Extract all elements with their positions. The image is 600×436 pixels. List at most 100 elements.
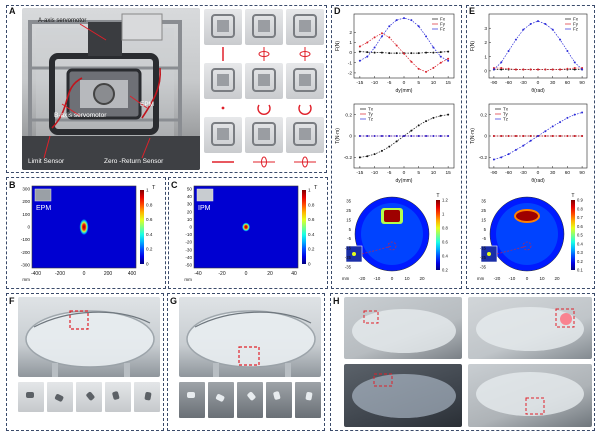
colorbar-tick-label: 0.6 xyxy=(308,217,315,222)
data-point-Fy xyxy=(573,67,576,70)
motion-photo xyxy=(286,63,324,99)
data-point-Tz xyxy=(432,135,435,137)
data-point-Ty xyxy=(529,135,532,137)
colorbar-tick-label: 0.7 xyxy=(577,215,583,220)
data-point-Fz xyxy=(492,68,495,71)
line-chart-e-torque: -90 -60 -30 0 30 60 90 -0.2 0 0.2 θ(rad) T(N·m) TxTy… xyxy=(470,103,588,184)
y-tick-label: 35 xyxy=(346,199,351,204)
inset-region-marker xyxy=(522,241,532,251)
colorbar-tick-label: 0.6 xyxy=(577,224,583,229)
y-tick-label: -1 xyxy=(348,60,353,66)
capsule-frame xyxy=(295,382,321,418)
capsule-frame xyxy=(208,382,234,418)
data-point-Fz xyxy=(581,68,584,71)
field-hotspot xyxy=(516,211,538,221)
legend-label-Tx: Tx xyxy=(503,107,509,112)
data-point-Tx xyxy=(447,113,450,116)
y-tick-label: -200 xyxy=(21,250,31,255)
colorbar xyxy=(436,200,440,270)
x-tick-label: 20 xyxy=(554,276,560,281)
x-tick-label: 5 xyxy=(417,80,420,86)
x-tick-label: 10 xyxy=(539,276,545,281)
y-tick-label: -50 xyxy=(185,263,192,268)
inset-pointer xyxy=(361,245,393,255)
panel-h-frame xyxy=(330,293,595,431)
colorbar-tick-label: 0.5 xyxy=(577,233,583,238)
axis-unit-label: mm xyxy=(342,276,350,281)
x-tick-label: -10 xyxy=(374,276,381,281)
data-point-Ty xyxy=(500,135,503,137)
motion-direction-icon xyxy=(212,161,234,163)
x-tick-label: 0 xyxy=(403,170,406,176)
limit-sensor-label: Limit Sensor xyxy=(28,158,65,165)
x-tick-label: 60 xyxy=(565,80,571,86)
y-tick-label: 15 xyxy=(481,217,486,222)
axis-unit-label: mm xyxy=(22,277,30,282)
y-tick-label: 0 xyxy=(349,134,352,140)
data-point-Tz xyxy=(395,135,398,137)
field-hotspot xyxy=(242,222,250,232)
x-axis-label: θ(rad) xyxy=(531,178,545,184)
y-tick-label: -10 xyxy=(185,232,192,237)
x-tick-label: -90 xyxy=(490,170,497,176)
data-point-Ty xyxy=(551,135,554,137)
data-point-Fy xyxy=(380,32,383,35)
data-point-Tz xyxy=(581,111,584,114)
axis-unit-label: mm xyxy=(477,276,485,281)
capsule-frame xyxy=(47,382,73,412)
data-point-Ty xyxy=(581,135,584,137)
data-point-Tz xyxy=(425,135,428,137)
y-tick-label: 20 xyxy=(187,209,193,214)
data-point-Fz xyxy=(425,35,428,38)
x-tick-label: 0 xyxy=(391,276,394,281)
x-tick-label: 0 xyxy=(526,276,529,281)
motion-grid xyxy=(204,9,325,169)
x-tick-label: 20 xyxy=(267,271,273,277)
y-tick-label: -5 xyxy=(347,236,351,241)
data-point-Fy xyxy=(537,68,539,71)
circle-heatmap-e: -20 -10 0 10 20 -35 -25 -15 -5 5 15 25 35 mm 0.1 0.2 0.3… xyxy=(477,193,583,281)
data-point-Ty xyxy=(544,135,547,137)
data-point-Fz xyxy=(358,59,361,62)
y-tick-label: -0.2 xyxy=(479,155,488,161)
y-tick-label: -35 xyxy=(345,265,352,270)
data-point-Tz xyxy=(566,116,569,119)
y-tick-label: 2 xyxy=(484,40,487,46)
x-tick-label: -20 xyxy=(359,276,366,281)
motion-direction-icon xyxy=(257,104,271,115)
data-point-Tx xyxy=(425,120,428,123)
data-point-Fz xyxy=(551,28,554,31)
y-tick-label: 35 xyxy=(481,199,486,204)
data-point-Ty xyxy=(573,135,576,137)
data-point-Ty xyxy=(514,135,517,137)
data-point-Ty xyxy=(492,135,495,137)
data-point-Fy xyxy=(522,68,525,71)
x-tick-label: -20 xyxy=(494,276,501,281)
x-tick-label: 15 xyxy=(445,80,451,86)
y-tick-label: -25 xyxy=(345,255,352,260)
data-point-Tx xyxy=(380,149,383,152)
data-point-Tz xyxy=(403,135,405,137)
field-hotspot xyxy=(79,219,89,235)
data-point-Fz xyxy=(380,35,383,38)
stomach-model-photo-g xyxy=(179,297,321,377)
x-tick-label: 0 xyxy=(245,271,248,277)
x-axis-label: dy(mm) xyxy=(396,88,413,94)
data-point-Fz xyxy=(439,55,442,58)
h-photo-3 xyxy=(344,364,462,427)
colorbar-unit-label: T xyxy=(436,193,440,199)
legend-label-Tz: Tz xyxy=(368,117,374,122)
data-point-Tz xyxy=(514,148,517,151)
colorbar-tick-label: 0.2 xyxy=(146,247,153,252)
panel-f-frame xyxy=(6,293,164,431)
magnet-inset xyxy=(34,188,52,202)
y-tick-label: 25 xyxy=(481,208,486,213)
data-point-Fx xyxy=(500,68,503,71)
data-point-Fz xyxy=(366,55,369,58)
y-tick-label: 15 xyxy=(346,217,351,222)
x-tick-label: -60 xyxy=(505,80,512,86)
data-point-Fy xyxy=(373,36,376,39)
data-point-Tz xyxy=(447,135,450,137)
capsule-frame xyxy=(18,382,44,412)
data-point-Fx xyxy=(366,51,369,54)
